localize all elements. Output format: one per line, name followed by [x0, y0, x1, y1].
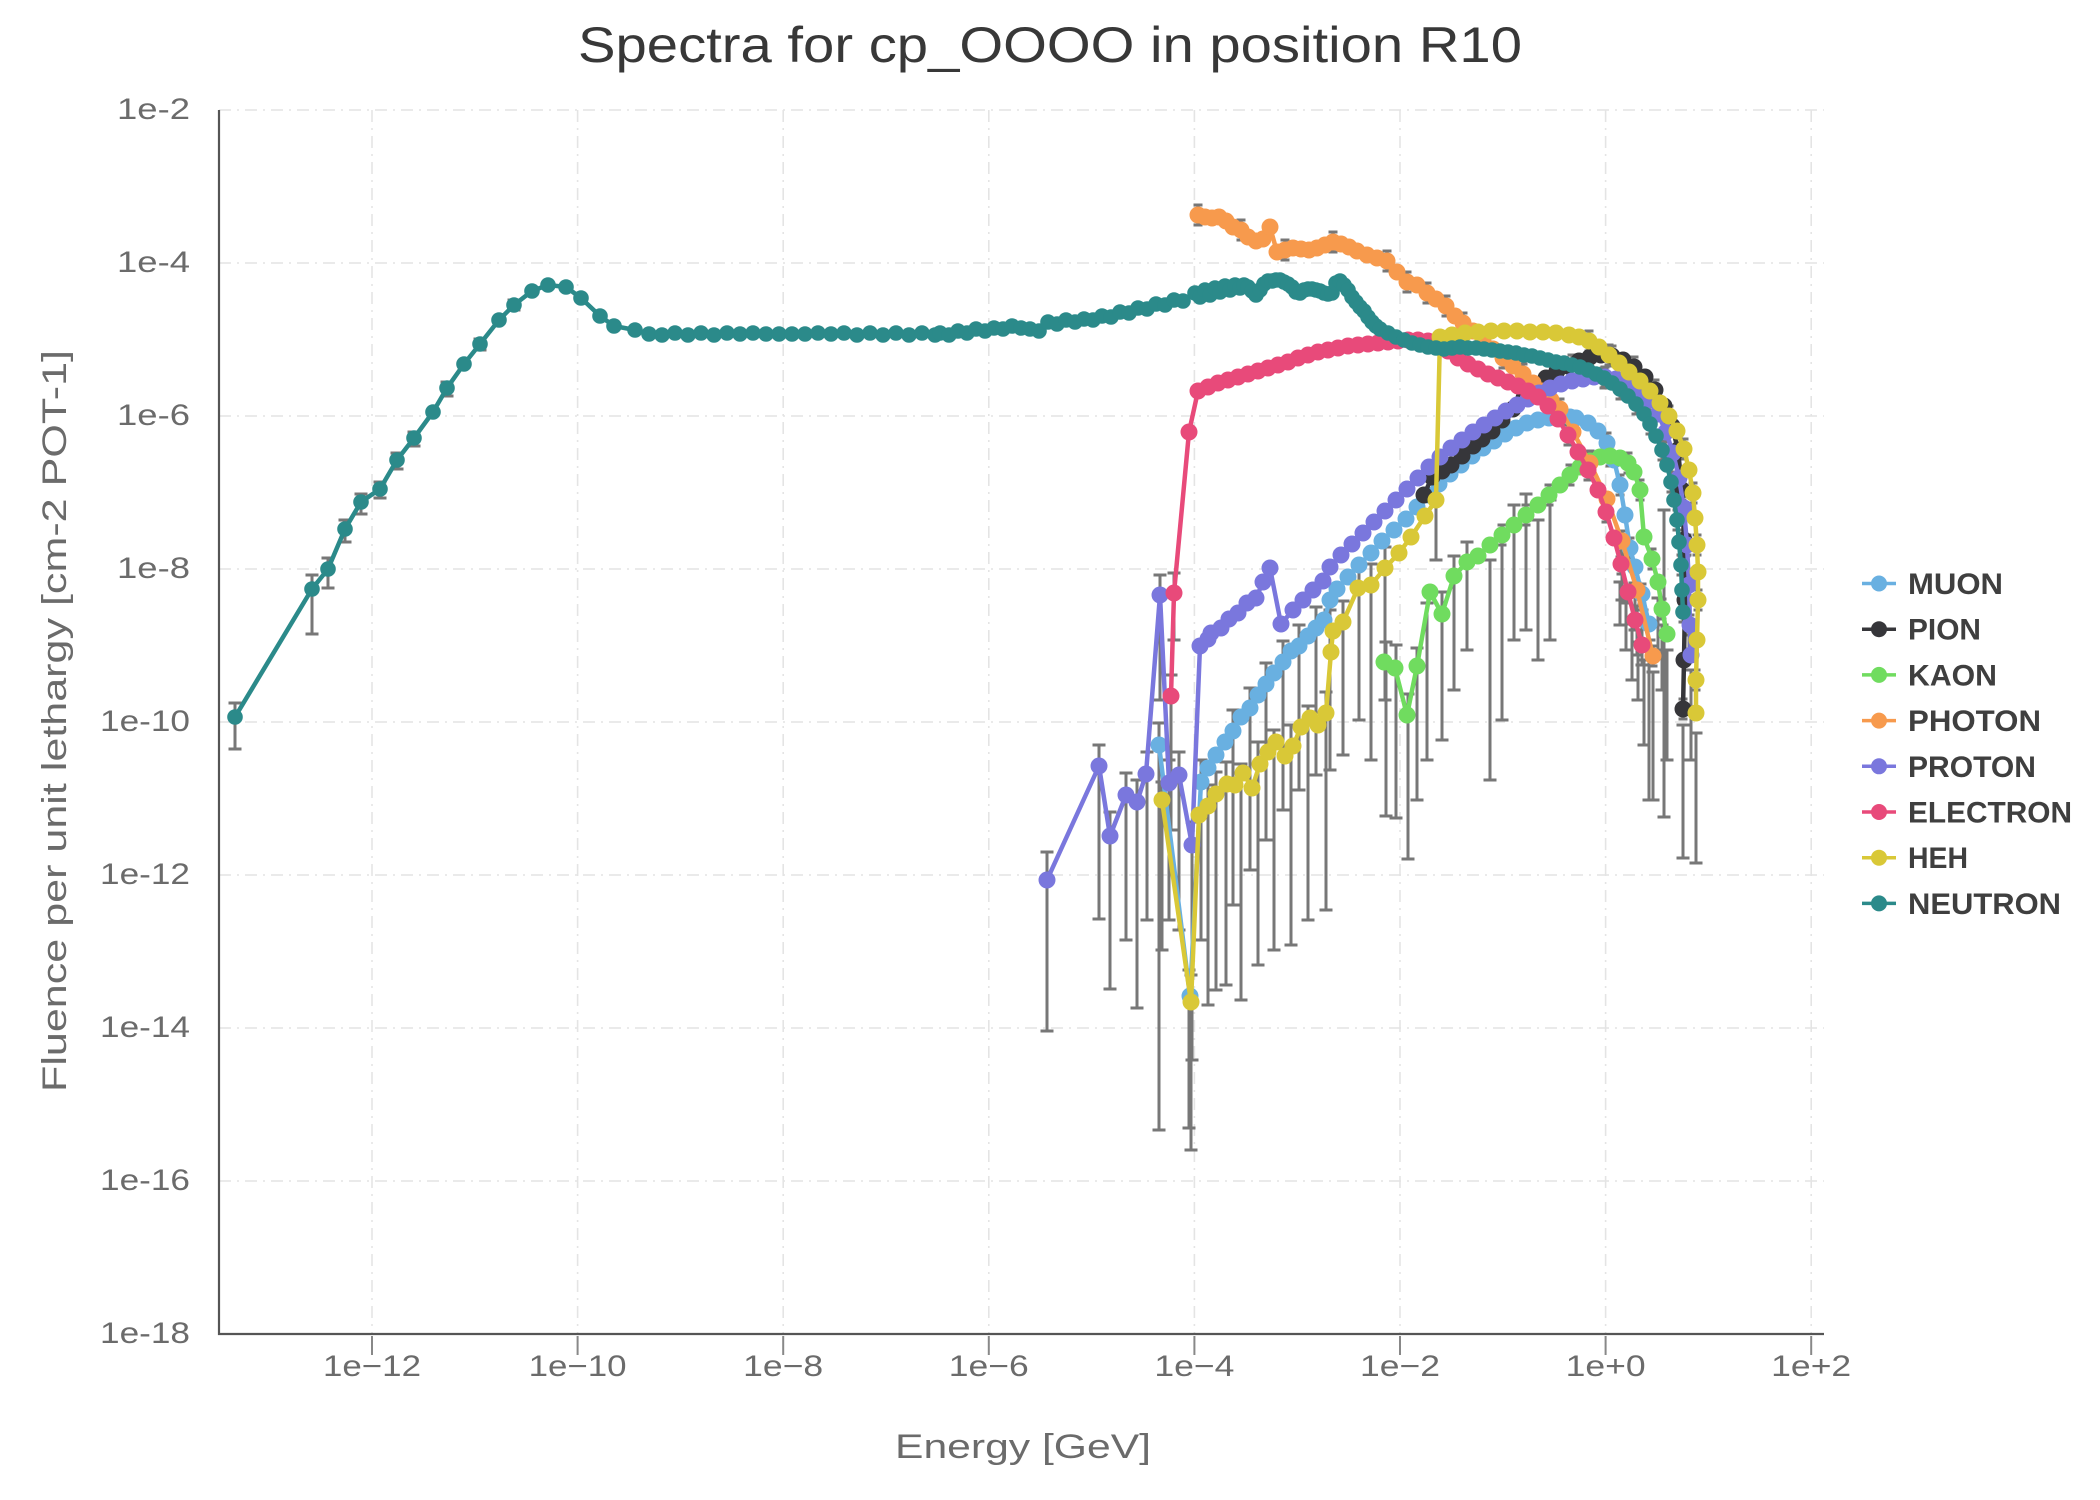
svg-text:1e−6: 1e−6 [949, 1350, 1029, 1383]
svg-text:PHOTON: PHOTON [1908, 705, 2041, 738]
svg-text:1e-6: 1e-6 [117, 399, 190, 432]
svg-text:KAON: KAON [1908, 659, 1997, 692]
svg-text:1e-4: 1e-4 [117, 246, 190, 279]
svg-text:ELECTRON: ELECTRON [1908, 797, 2072, 830]
svg-text:1e+2: 1e+2 [1771, 1350, 1851, 1383]
svg-text:1e-12: 1e-12 [100, 858, 190, 891]
svg-text:1e−12: 1e−12 [323, 1350, 421, 1383]
svg-text:NEUTRON: NEUTRON [1908, 888, 2061, 921]
svg-text:1e-16: 1e-16 [100, 1164, 190, 1197]
svg-text:HEH: HEH [1908, 842, 1968, 875]
svg-text:MUON: MUON [1908, 568, 2003, 601]
svg-text:1e−8: 1e−8 [743, 1350, 823, 1383]
svg-text:1e+0: 1e+0 [1566, 1350, 1646, 1383]
svg-text:1e-18: 1e-18 [100, 1317, 190, 1350]
svg-text:1e-8: 1e-8 [117, 552, 190, 585]
svg-text:1e-14: 1e-14 [100, 1011, 190, 1044]
svg-text:PION: PION [1908, 614, 1981, 647]
svg-text:1e−10: 1e−10 [529, 1350, 627, 1383]
svg-text:1e−2: 1e−2 [1360, 1350, 1440, 1383]
svg-text:Fluence per unit lethargy [cm-: Fluence per unit lethargy [cm-2 POT-1] [36, 350, 74, 1092]
svg-text:1e-10: 1e-10 [100, 705, 190, 738]
svg-text:Spectra for cp_OOOO in positio: Spectra for cp_OOOO in position R10 [578, 17, 1522, 73]
svg-text:Energy [GeV]: Energy [GeV] [895, 1428, 1151, 1466]
svg-text:1e−4: 1e−4 [1154, 1350, 1234, 1383]
svg-text:1e-2: 1e-2 [117, 93, 190, 126]
svg-text:PROTON: PROTON [1908, 751, 2036, 784]
